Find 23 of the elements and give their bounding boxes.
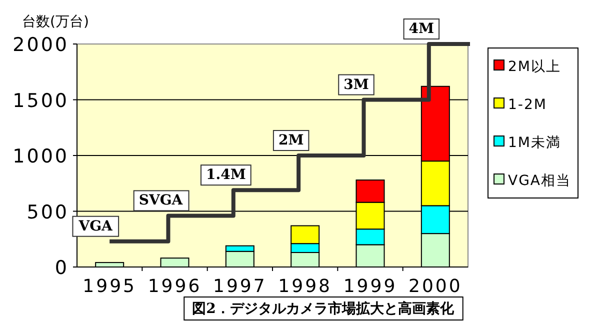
x-tick-label: 1996 <box>148 276 202 297</box>
y-axis-title: 台数(万台) <box>22 14 89 30</box>
annotation: 3M <box>344 76 369 93</box>
y-tick-label: 500 <box>26 201 69 224</box>
legend-label: 2M以上 <box>508 59 561 75</box>
x-tick-label: 1997 <box>213 276 267 297</box>
y-tick-label: 1500 <box>12 90 69 112</box>
annotation: SVGA <box>138 192 184 209</box>
legend-label: VGA相当 <box>508 173 572 189</box>
y-tick-label: 0 <box>54 257 69 279</box>
annotation: VGA <box>78 218 114 234</box>
x-tick-label: 2000 <box>408 276 462 297</box>
annotation: 2M <box>278 132 304 148</box>
annotation: 4M <box>408 21 434 37</box>
legend-label: 1M未満 <box>508 135 561 151</box>
x-tick-label: 1998 <box>278 276 332 297</box>
x-tick-label: 1995 <box>82 276 136 297</box>
legend-label: 1-2M <box>508 97 547 113</box>
x-tick-label: 1999 <box>343 276 398 297</box>
annotation: 1.4M <box>206 167 246 184</box>
y-tick-label: 1000 <box>12 146 69 168</box>
y-tick-label: 2000 <box>12 34 69 56</box>
text: 図2．デジタルカメラ市場拡大と高画素化 <box>192 300 455 317</box>
